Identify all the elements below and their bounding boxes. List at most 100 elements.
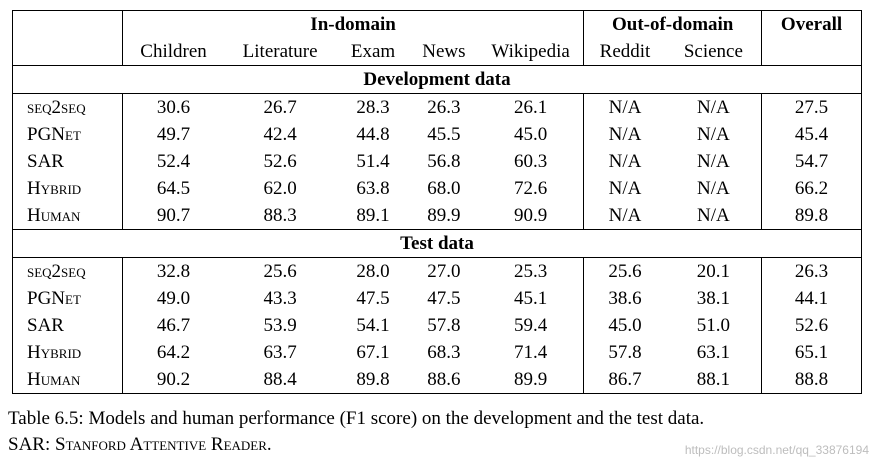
table-cell: N/A [697,124,730,145]
table-cell: 43.3 [263,288,297,309]
caption-line-1: Table 6.5: Models and human performance … [8,408,705,429]
table-cell: 64.5 [121,175,225,202]
table-cell: 89.9 [427,205,461,226]
table-cell: 88.1 [665,366,762,394]
table-cell: 26.3 [761,257,862,285]
column-header-row: Children Literature Exam News Wikipedia … [12,38,862,66]
table-cell: 88.8 [761,366,862,394]
table-row: Human 90.2 88.4 89.8 88.6 89.9 86.7 88.1… [12,366,862,394]
table-cell: N/A [697,151,730,172]
table-cell: 54.7 [761,148,862,175]
caption-expansion: Stanford Attentive Reader. [55,434,272,455]
table-cell: N/A [583,202,666,230]
table-cell: 47.5 [427,288,461,309]
table-cell: 65.1 [761,339,862,366]
table-cell: 25.6 [263,261,297,282]
table-cell: N/A [697,178,730,199]
table-cell: 44.1 [761,285,862,312]
table-cell: 20.1 [696,261,730,282]
table-cell: 45.0 [513,124,548,145]
model-name: PGNet [12,121,123,148]
table-cell: 38.6 [583,285,666,312]
table-cell: 90.9 [513,205,548,226]
table-cell: 90.2 [121,366,225,394]
table-cell: 63.8 [356,178,390,199]
model-name: SAR [12,312,123,339]
table-cell: 59.4 [513,315,548,336]
model-name: Hybrid [12,339,123,366]
table-cell: 26.3 [427,97,461,118]
table-cell: 67.1 [356,342,390,363]
table-cell: 45.1 [513,288,548,309]
table-cell: 62.0 [263,178,297,199]
table-cell: 86.7 [583,366,666,394]
in-domain-header: In-domain [121,10,584,38]
column-header: Wikipedia [491,41,570,62]
table-cell: 88.6 [409,366,478,394]
table-cell: 89.8 [761,202,862,230]
table-cell: 63.7 [263,342,297,363]
table-cell: 89.8 [336,366,410,394]
table-cell: 57.8 [427,315,461,336]
table-cell: 52.4 [121,148,225,175]
table-row: seq2seq 30.6 26.7 28.3 26.3 26.1 N/A N/A… [12,93,862,121]
section-header-row: Development data [12,65,862,94]
table-cell: 25.6 [583,257,666,285]
corner-cell [12,10,123,38]
table-cell: 42.4 [263,124,297,145]
section-title: Development data [12,65,862,94]
table-cell: 46.7 [121,312,225,339]
table-cell: 45.5 [427,124,461,145]
table-row: SAR 52.4 52.6 51.4 56.8 60.3 N/A N/A 54.… [12,148,862,175]
out-of-domain-header: Out-of-domain [583,10,762,38]
table-cell: 28.3 [356,97,390,118]
table-cell: 30.6 [121,93,225,121]
table-cell: 25.3 [513,261,548,282]
watermark: https://blog.csdn.net/qq_33876194 [684,443,869,457]
section-title: Test data [12,229,862,258]
table-cell: 28.0 [356,261,390,282]
table-cell: 90.7 [121,202,225,230]
table-cell: 49.7 [121,121,225,148]
model-name: seq2seq [12,93,123,121]
table-cell: 89.1 [356,205,390,226]
table-cell: 38.1 [696,288,730,309]
table-cell: 71.4 [513,342,548,363]
table-row: Human 90.7 88.3 89.1 89.9 90.9 N/A N/A 8… [12,202,862,230]
table-cell: 26.1 [513,97,548,118]
table-cell: 68.3 [427,342,461,363]
table-cell: N/A [697,205,730,226]
table-cell: N/A [583,121,666,148]
results-table: In-domain Out-of-domain Overall Children… [12,10,862,394]
column-header [761,38,862,66]
table-row: SAR 46.7 53.9 54.1 57.8 59.4 45.0 51.0 5… [12,312,862,339]
table-cell: 52.6 [263,151,297,172]
table-cell: 52.6 [761,312,862,339]
table-cell: 27.5 [761,93,862,121]
table-cell: 68.0 [427,178,461,199]
table-cell: N/A [583,148,666,175]
corner-cell [12,38,123,66]
table-cell: 66.2 [761,175,862,202]
caption-abbr: SAR: [8,434,55,455]
table-cell: 60.3 [513,151,548,172]
table-cell: N/A [583,175,666,202]
table-cell: 51.4 [356,151,390,172]
column-header: Science [683,41,743,62]
table-cell: 32.8 [121,257,225,285]
table-cell: 72.6 [513,178,548,199]
column-header: Children [121,38,225,66]
overall-header: Overall [761,10,862,38]
table-cell: 57.8 [583,339,666,366]
table-cell: 27.0 [427,261,461,282]
table-cell: 51.0 [696,315,730,336]
table-row: PGNet 49.0 43.3 47.5 47.5 45.1 38.6 38.1… [12,285,862,312]
table-cell: 88.3 [263,205,297,226]
column-header: Reddit [583,38,666,66]
table-cell: 26.7 [263,97,297,118]
table-cell: N/A [697,97,730,118]
table-row: Hybrid 64.2 63.7 67.1 68.3 71.4 57.8 63.… [12,339,862,366]
table-cell: 89.9 [477,366,584,394]
table-cell: 49.0 [121,285,225,312]
caption-line-2: SAR: Stanford Attentive Reader. [8,432,704,458]
